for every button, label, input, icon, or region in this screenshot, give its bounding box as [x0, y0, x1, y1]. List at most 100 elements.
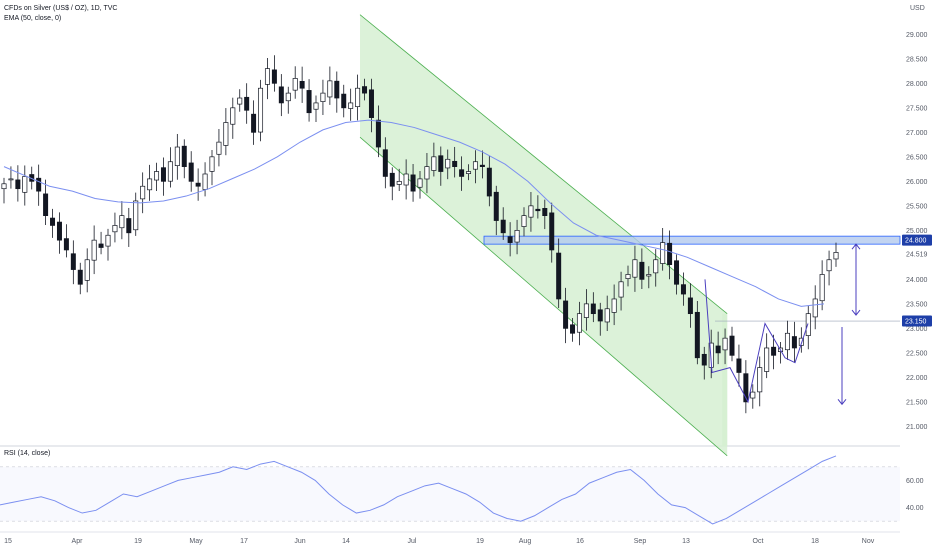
candle-body	[258, 87, 264, 133]
candle-body	[687, 297, 693, 315]
candle-body	[410, 174, 416, 192]
price-tick-label: 26.500	[906, 154, 928, 161]
candle-body	[77, 269, 83, 285]
candle-body	[362, 86, 368, 94]
candle-body	[98, 243, 104, 248]
candle-body	[334, 80, 340, 99]
candle-body	[466, 171, 472, 174]
candle-body	[459, 169, 465, 177]
candle-body	[445, 158, 451, 169]
candle-body	[84, 259, 90, 281]
candle-body	[486, 167, 492, 197]
support-price-label: 23.150	[905, 319, 927, 326]
candle-body	[764, 347, 770, 372]
price-tick-label: 22.500	[906, 350, 928, 357]
candle-body	[223, 122, 229, 146]
price-tick-label: 28.000	[906, 81, 928, 88]
rsi-legend: RSI (14, close)	[4, 450, 50, 457]
candle-body	[36, 177, 42, 192]
candle-body	[341, 93, 347, 109]
candle-body	[140, 185, 146, 200]
price-tick-label: 27.500	[906, 105, 928, 112]
resistance-price-label-bg	[902, 234, 932, 246]
time-tick-label: Aug	[519, 538, 532, 545]
time-tick-label: 14	[342, 538, 350, 545]
candle-body	[660, 242, 666, 264]
candle-body	[833, 252, 839, 260]
projection-fill	[722, 313, 728, 446]
candle-body	[618, 281, 624, 298]
candle-body	[22, 176, 28, 193]
candle-body	[604, 308, 610, 323]
price-tick-label: 21.000	[906, 424, 928, 431]
candle-body	[521, 215, 527, 227]
ema-legend: EMA (50, close, 0)	[4, 15, 61, 22]
time-tick-label: 19	[134, 538, 142, 545]
candle-body	[389, 172, 395, 187]
candle-body	[154, 171, 160, 181]
candle-body	[167, 161, 173, 182]
candle-body	[667, 242, 673, 266]
candle-body	[126, 218, 132, 234]
candle-body	[112, 225, 118, 233]
candle-body	[535, 208, 541, 212]
time-tick-label: 18	[811, 538, 819, 545]
candle-body	[63, 238, 69, 251]
candle-body	[722, 337, 728, 351]
candle-body	[680, 284, 686, 295]
arrowhead-down-2	[837, 399, 847, 406]
candle-body	[327, 80, 333, 98]
time-tick-label: May	[189, 538, 203, 545]
last-price-label: 24.519	[906, 251, 928, 258]
resistance-price-label: 24.800	[905, 238, 927, 245]
candle-body	[264, 68, 270, 85]
rsi-tick-label: 60.00	[906, 478, 924, 485]
candle-body	[791, 336, 797, 349]
candle-body	[611, 298, 617, 313]
candle-body	[771, 346, 777, 356]
candle-body	[271, 69, 277, 84]
candle-body	[403, 173, 409, 186]
price-tick-label: 25.000	[906, 228, 928, 235]
candle-body	[826, 259, 832, 272]
price-tick-label: 28.500	[906, 56, 928, 63]
candle-body	[583, 303, 589, 318]
price-tick-label: 24.000	[906, 277, 928, 284]
candle-body	[160, 167, 166, 182]
candle-body	[819, 274, 825, 302]
price-tick-label: 23.000	[906, 326, 928, 333]
candle-body	[493, 191, 499, 221]
time-axis-labels: 15 Apr 19 May 17 Jun 14 Jul 19 Aug 16 Sep 13 Oct 18 Nov	[4, 538, 875, 545]
candle-body	[237, 97, 243, 105]
candle-body	[313, 102, 319, 110]
time-tick-label: 16	[576, 538, 584, 545]
candle-body	[202, 173, 208, 190]
price-axis-panel[interactable]	[900, 0, 932, 550]
resistance-box	[483, 235, 901, 245]
candle-body	[590, 303, 596, 315]
candle-body	[674, 260, 680, 285]
candle-body	[750, 391, 756, 399]
candle-body	[299, 80, 305, 89]
candle-body	[396, 180, 402, 185]
candle-body	[216, 141, 222, 155]
candlestick-series	[1, 55, 839, 414]
candle-body	[8, 178, 14, 181]
candle-body	[715, 345, 721, 354]
candle-body	[209, 156, 215, 172]
candle-body	[563, 300, 569, 329]
price-tick-label: 25.500	[906, 203, 928, 210]
candle-body	[757, 367, 763, 393]
candle-body	[348, 102, 354, 109]
candle-body	[639, 261, 645, 280]
candle-body	[805, 313, 811, 336]
candle-body	[743, 373, 749, 403]
candle-body	[549, 212, 555, 251]
candle-body	[375, 119, 381, 148]
candle-body	[424, 166, 430, 180]
candle-body	[528, 205, 534, 218]
candle-body	[653, 259, 659, 274]
candle-body	[91, 239, 97, 261]
rsi-pane: 60.00 40.00	[0, 455, 924, 525]
